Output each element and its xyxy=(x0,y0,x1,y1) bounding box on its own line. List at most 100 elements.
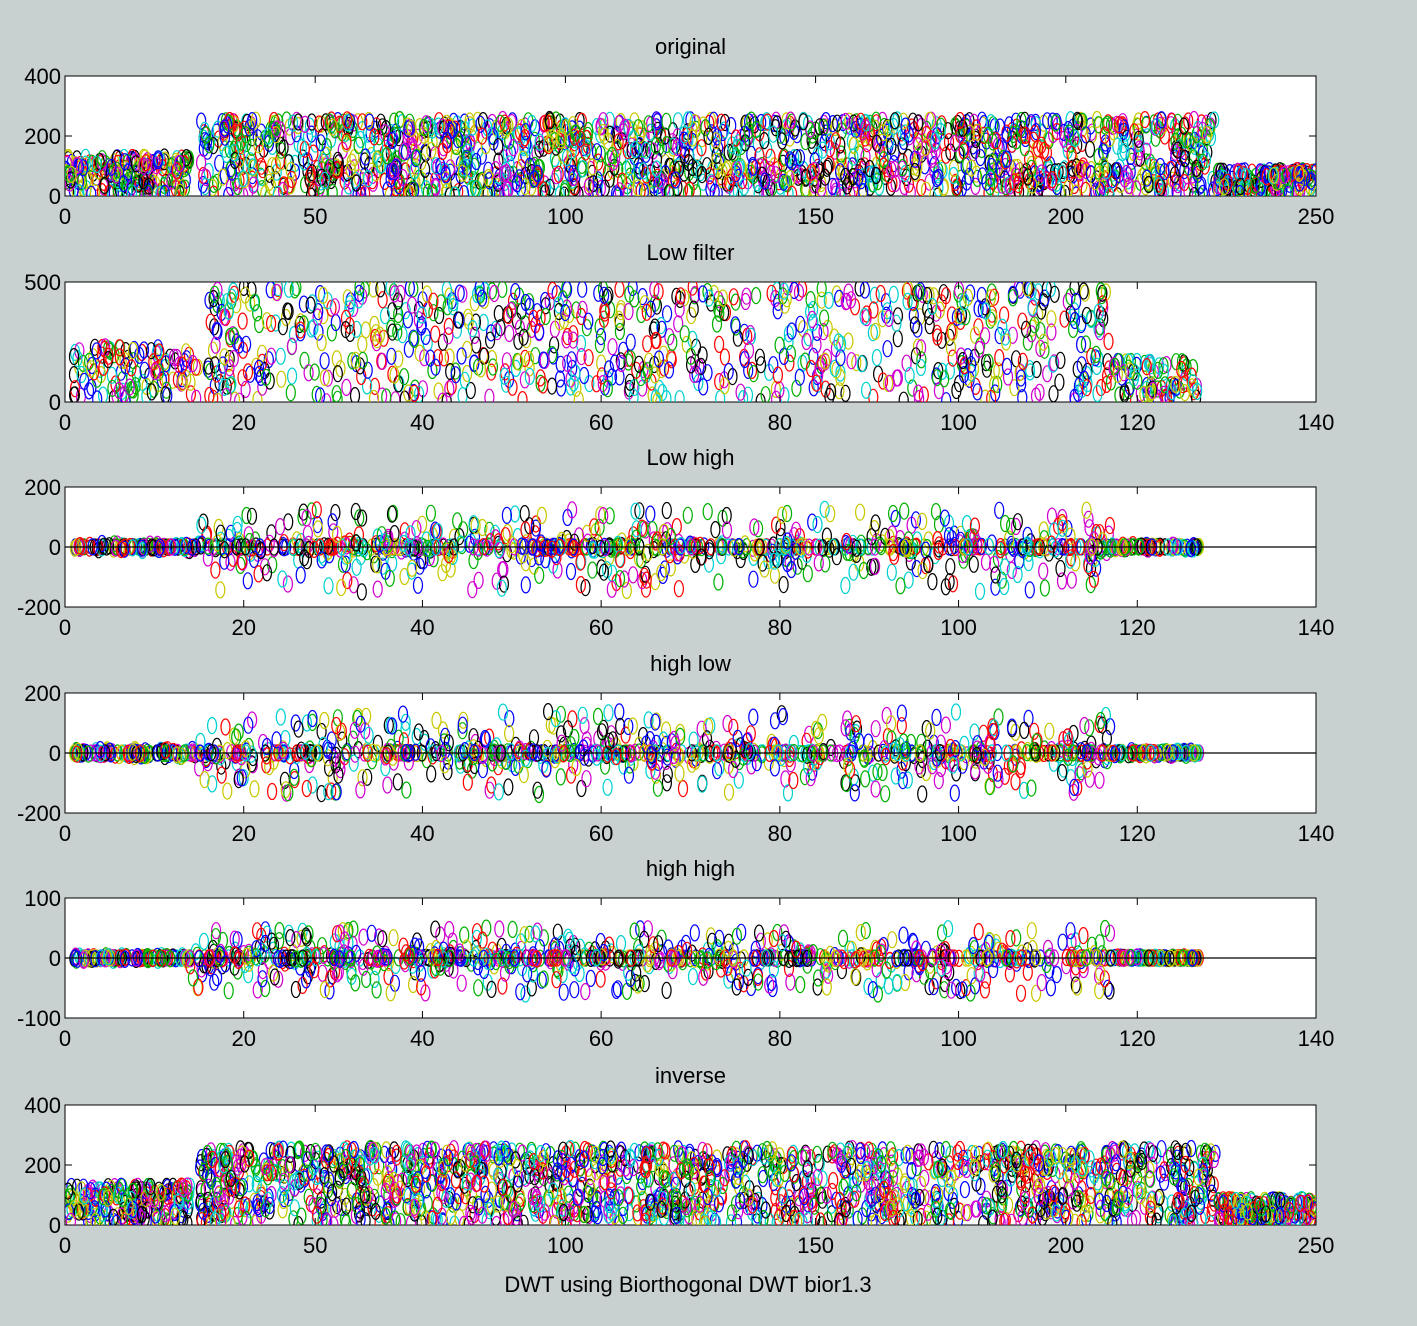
data-point xyxy=(411,148,422,167)
data-point xyxy=(271,120,282,138)
data-point xyxy=(335,760,346,779)
data-point xyxy=(1153,177,1164,195)
data-point xyxy=(381,146,392,165)
data-point xyxy=(1016,375,1027,393)
data-point xyxy=(985,114,997,132)
data-point xyxy=(351,320,362,338)
data-point xyxy=(287,367,298,385)
data-point xyxy=(341,132,352,151)
data-point xyxy=(493,152,504,170)
data-point xyxy=(757,166,768,184)
data-point xyxy=(276,370,287,388)
data-point xyxy=(627,282,638,297)
data-point xyxy=(932,187,943,196)
data-point xyxy=(635,182,646,196)
data-point xyxy=(386,505,398,523)
data-point xyxy=(447,547,458,566)
data-point xyxy=(560,304,571,322)
data-point xyxy=(924,317,935,335)
data-point xyxy=(1095,282,1106,300)
data-point xyxy=(1218,178,1230,196)
data-point xyxy=(776,506,788,524)
data-point xyxy=(455,130,466,148)
data-point xyxy=(998,306,1010,324)
data-point xyxy=(722,160,733,178)
data-point xyxy=(1014,183,1025,196)
data-point xyxy=(643,352,655,370)
data-point xyxy=(1139,110,1151,129)
data-point xyxy=(143,177,154,195)
data-point xyxy=(618,341,629,359)
data-point xyxy=(455,155,466,173)
data-point xyxy=(450,149,461,167)
data-point xyxy=(160,162,171,180)
data-point xyxy=(431,711,442,730)
data-point xyxy=(85,360,97,378)
data-point xyxy=(112,164,123,182)
data-point xyxy=(1188,110,1200,129)
data-point xyxy=(682,111,694,129)
data-point xyxy=(855,112,866,130)
data-point xyxy=(1178,117,1190,135)
data-point xyxy=(213,130,224,148)
data-point xyxy=(1056,572,1068,590)
data-point xyxy=(414,117,425,136)
data-point xyxy=(252,304,263,322)
data-point xyxy=(599,179,610,196)
data-point xyxy=(241,506,252,525)
data-point xyxy=(883,166,894,184)
data-point xyxy=(462,340,473,358)
data-point xyxy=(1152,361,1164,379)
data-point xyxy=(1012,565,1023,584)
data-point xyxy=(1179,149,1191,167)
data-point xyxy=(603,704,614,722)
data-point xyxy=(331,161,342,179)
data-point xyxy=(114,348,125,366)
data-point xyxy=(437,392,448,402)
data-point xyxy=(471,152,482,171)
data-point xyxy=(719,113,731,132)
data-point xyxy=(598,563,610,581)
data-point xyxy=(399,368,410,386)
data-point xyxy=(555,355,566,373)
data-point xyxy=(1172,141,1183,159)
data-point xyxy=(389,524,400,543)
data-point xyxy=(386,319,397,337)
data-point xyxy=(1054,373,1065,391)
data-point xyxy=(1136,537,1147,555)
data-point xyxy=(518,131,529,149)
data-point xyxy=(641,303,652,321)
data-point xyxy=(387,131,398,150)
data-point xyxy=(708,111,719,129)
data-point xyxy=(786,153,797,171)
data-point xyxy=(316,551,327,569)
data-point xyxy=(1059,310,1070,328)
data-point xyxy=(224,327,236,346)
data-point xyxy=(204,386,215,402)
data-point xyxy=(930,503,942,521)
data-point xyxy=(969,326,981,344)
data-point xyxy=(742,386,754,402)
data-markers xyxy=(68,282,1203,402)
data-point xyxy=(430,325,441,343)
data-point xyxy=(501,506,512,525)
data-point xyxy=(1081,366,1093,384)
data-point xyxy=(975,148,986,167)
data-point xyxy=(357,113,368,131)
data-point xyxy=(784,354,795,372)
data-point xyxy=(904,366,915,385)
data-point xyxy=(1123,353,1134,371)
data-point xyxy=(599,757,611,775)
data-point xyxy=(606,146,618,165)
data-point xyxy=(1035,339,1046,357)
data-point xyxy=(949,116,961,135)
data-point xyxy=(885,178,897,196)
data-point xyxy=(709,183,720,196)
data-point xyxy=(673,315,684,333)
data-point xyxy=(444,348,455,366)
data-point xyxy=(517,391,528,402)
data-point xyxy=(462,143,473,161)
data-point xyxy=(207,716,218,735)
data-point xyxy=(1048,385,1059,402)
data-point xyxy=(913,283,925,301)
